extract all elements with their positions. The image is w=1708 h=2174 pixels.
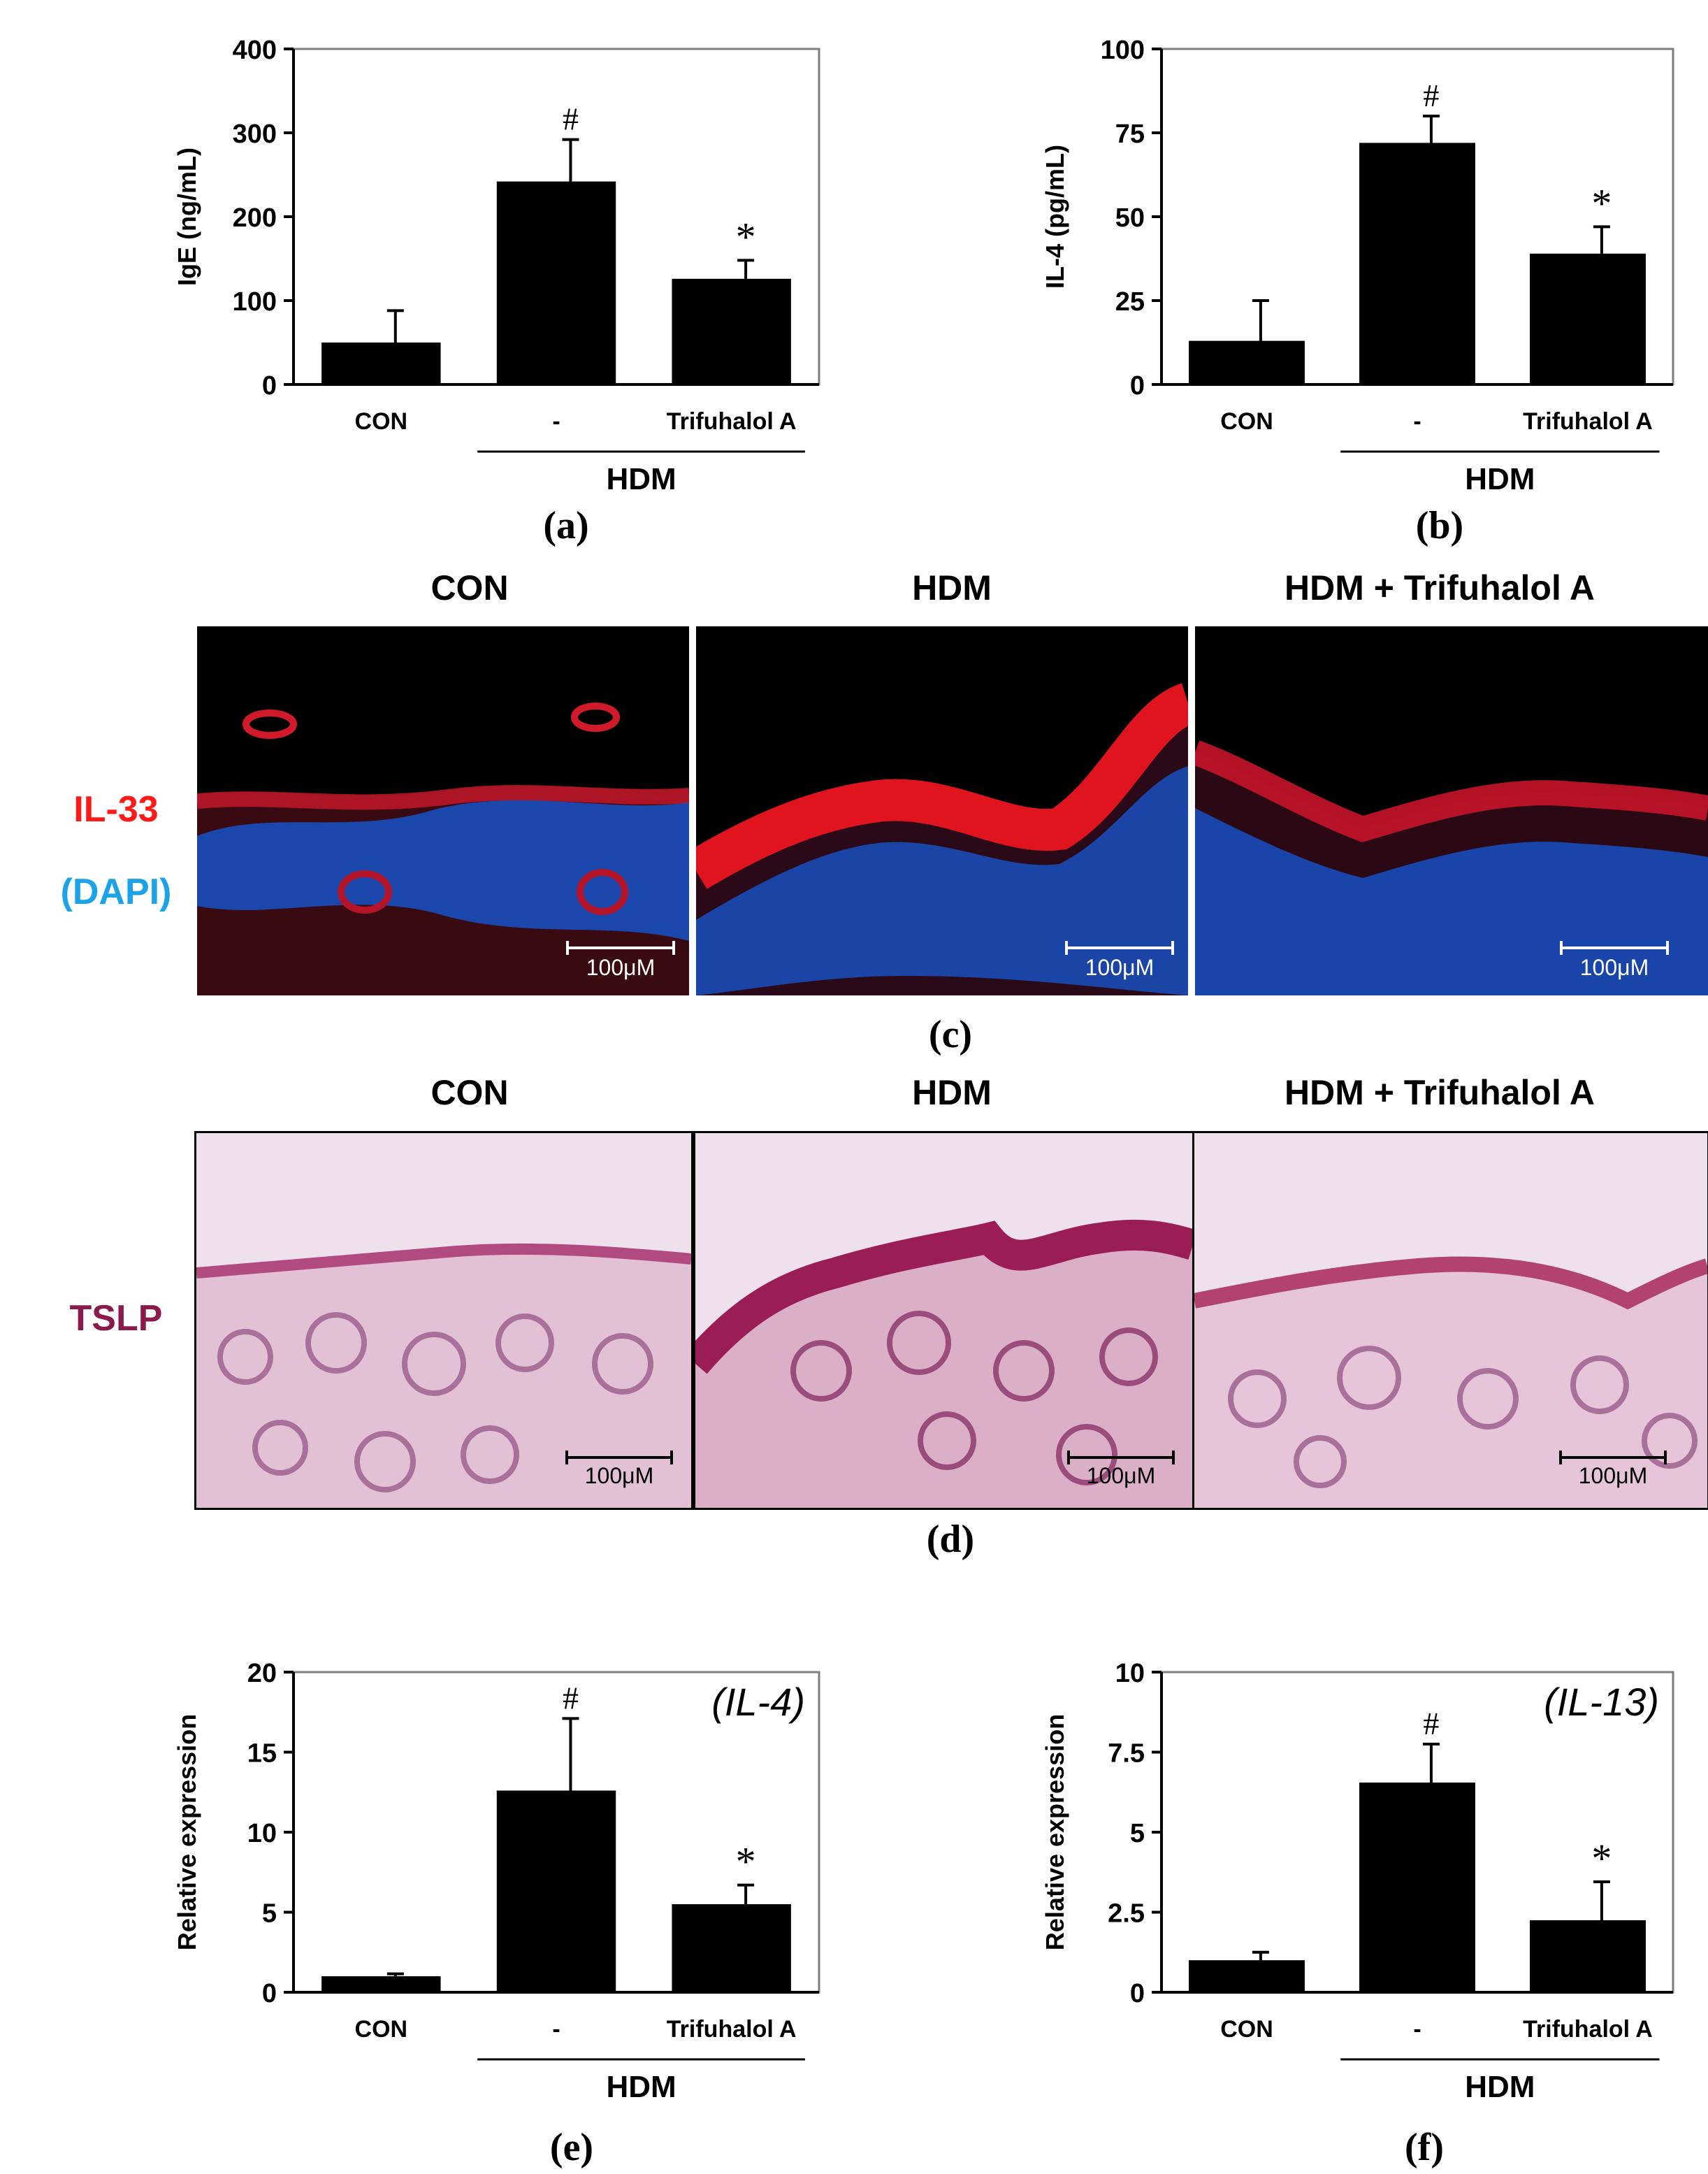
y-tick-label: 10 [247,1819,277,1848]
row-label-dapi: (DAPI) [60,872,172,912]
micrograph-c-hdm-trifuhalol: 100μM [1195,626,1708,995]
group-label: HDM [1465,462,1535,496]
column-header-con-c: CON [430,568,509,607]
column-header-hdm-trifuhalol-d: HDM + Trifuhalol A [1284,1073,1595,1112]
significance-marker: # [563,101,579,137]
micrograph-d-con: 100μM [194,1131,693,1510]
y-axis-label: IL-4 (pg/mL) [1041,145,1069,289]
x-tick-label: CON [1220,2016,1273,2043]
inset-label: (IL-13) [1544,1680,1659,1724]
bar [672,278,791,384]
bar [1359,143,1475,384]
panel-label-b: (b) [1415,504,1464,547]
chart-b: 0 25 50 75 100 IL-4 (pg/mL) CON # - * Trifuhalol A… [1041,36,1674,496]
y-tick-label: 400 [233,36,277,65]
column-header-hdm-trifuhalol-c: HDM + Trifuhalol A [1284,568,1595,607]
x-tick-label: - [552,408,560,435]
scale-bar-d-hdm-trifuhalol [1559,1450,1667,1464]
significance-marker: # [563,1680,579,1715]
y-tick-label: 75 [1115,120,1145,149]
y-tick-label: 25 [1115,287,1145,317]
y-tick-label: 5 [262,1899,277,1929]
scale-bar-label-c-con: 100μM [586,955,656,980]
bar [1189,340,1305,384]
y-tick-label: 0 [1130,371,1145,401]
group-label: HDM [606,462,676,496]
bar [496,1790,616,1992]
y-axis-label: IgE (ng/mL) [173,147,201,286]
y-tick-label: 15 [247,1739,277,1769]
chart-f: 0 2.5 5 7.5 10 Relative expression CON # - * Trifu… [1041,1659,1674,2104]
x-tick-label: - [552,2016,560,2043]
chart-a: 0 100 200 300 400 IgE (ng/mL) CON # - * Trifuhalol… [173,36,820,496]
scale-bar-c-con [566,941,675,955]
bar [496,181,616,384]
bar [321,343,441,384]
y-axis-label: Relative expression [1041,1714,1069,1950]
panel-label-d: (d) [926,1518,975,1561]
y-tick-label: 20 [247,1659,277,1688]
column-header-con-d: CON [430,1073,509,1112]
scale-bar-d-hdm [1067,1450,1175,1464]
column-header-hdm-c: HDM [912,568,992,607]
significance-marker: * [1591,180,1612,226]
scale-bar-label-d-hdm: 100μM [1086,1463,1156,1488]
scale-bar-label-c-hdm: 100μM [1085,955,1155,980]
significance-marker: # [1423,1706,1439,1741]
bar [1359,1783,1475,1992]
significance-marker: # [1423,78,1439,113]
micrograph-d-hdm-trifuhalol: 100μM [1192,1131,1708,1510]
bar [321,1976,441,1992]
y-tick-label: 50 [1115,203,1145,233]
y-tick-label: 10 [1115,1659,1145,1688]
panel-label-c: (c) [928,1013,973,1056]
scale-bar-c-hdm [1065,941,1174,955]
micrograph-c-con: 100μM [197,626,689,995]
y-tick-label: 200 [233,203,277,233]
column-header-hdm-d: HDM [912,1073,992,1112]
scale-bar-d-con [565,1450,673,1464]
significance-marker: * [1591,1836,1612,1881]
inset-label: (IL-4) [711,1680,805,1724]
x-tick-label: - [1413,2016,1421,2043]
x-tick-label: CON [355,408,408,435]
scale-bar-label-d-con: 100μM [584,1463,654,1488]
x-tick-label: Trifuhalol A [667,2016,797,2043]
panel-label-f: (f) [1405,2126,1444,2169]
x-tick-label: CON [1220,408,1273,435]
scale-bar-label-d-hdm-trifuhalol: 100μM [1578,1463,1648,1488]
significance-marker: * [736,214,756,259]
y-tick-label: 100 [1101,36,1145,65]
row-label-il33: IL-33 [73,789,159,830]
scale-bar-c-hdm-trifuhalol [1560,941,1669,955]
y-tick-label: 7.5 [1108,1739,1145,1769]
y-tick-label: 2.5 [1108,1899,1145,1929]
bar [672,1904,791,1992]
x-tick-label: Trifuhalol A [1523,408,1653,435]
y-tick-label: 0 [262,1979,277,2008]
x-tick-label: CON [355,2016,408,2043]
scale-bar-label-c-hdm-trifuhalol: 100μM [1579,955,1649,980]
y-tick-label: 300 [233,120,277,149]
y-tick-label: 5 [1130,1819,1145,1848]
chart-e: 0 5 10 15 20 Relative expression CON # - * Trifuha… [173,1659,820,2104]
x-tick-label: - [1413,408,1421,435]
bar [1189,1960,1305,1992]
y-tick-label: 0 [1130,1979,1145,2008]
y-axis-label: Relative expression [173,1714,201,1950]
x-tick-label: Trifuhalol A [667,408,797,435]
bar [1530,253,1646,384]
y-tick-label: 100 [233,287,277,317]
row-label-tslp: TSLP [69,1298,163,1339]
panel-label-e: (e) [549,2126,594,2169]
group-label: HDM [606,2070,676,2104]
significance-marker: * [736,1839,756,1885]
micrograph-d-hdm: 100μM [693,1131,1195,1510]
panel-label-a: (a) [543,504,589,547]
group-label: HDM [1465,2070,1535,2104]
x-tick-label: Trifuhalol A [1523,2016,1653,2043]
bar [1530,1920,1646,1992]
micrograph-c-hdm: 100μM [696,626,1188,995]
y-tick-label: 0 [262,371,277,401]
